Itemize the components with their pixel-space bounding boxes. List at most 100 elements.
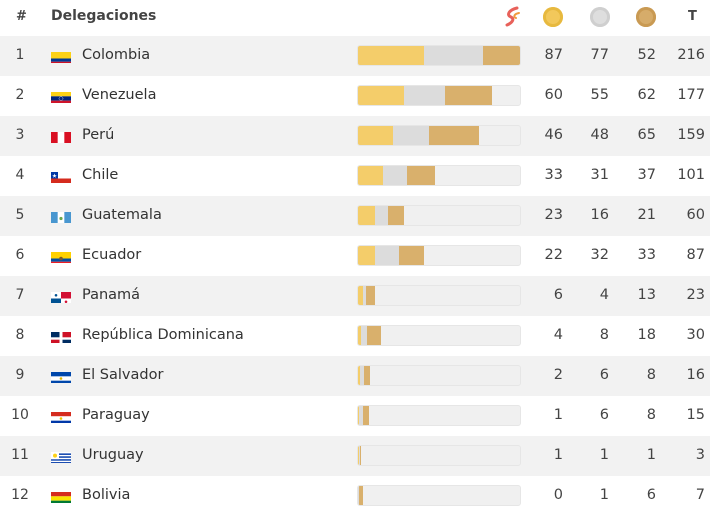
gold-segment xyxy=(358,286,363,305)
silver-count: 32 xyxy=(590,247,609,263)
rank-cell: 11 xyxy=(11,447,29,463)
silver-medal-icon[interactable] xyxy=(590,7,610,27)
bronze-segment xyxy=(359,446,361,465)
total-count: 3 xyxy=(695,447,705,463)
medal-bar xyxy=(357,285,521,306)
medal-bar xyxy=(357,85,521,106)
country-name[interactable]: El Salvador xyxy=(82,367,164,383)
bronze-medal-icon[interactable] xyxy=(636,7,656,27)
country-name[interactable]: Bolivia xyxy=(82,487,131,503)
total-count: 30 xyxy=(686,327,705,343)
gold-segment xyxy=(358,326,362,345)
country-name[interactable]: Colombia xyxy=(82,47,151,63)
silver-segment xyxy=(383,166,407,185)
gold-count: 23 xyxy=(544,207,563,223)
bronze-segment xyxy=(363,406,370,425)
rank-cell: 7 xyxy=(15,287,25,303)
ecuador-flag-icon xyxy=(51,250,71,263)
bronze-count: 8 xyxy=(646,367,656,383)
silver-segment xyxy=(359,366,365,385)
table-row[interactable]: 9 El Salvador 2 6 8 16 xyxy=(0,356,710,396)
bronze-count: 13 xyxy=(637,287,656,303)
bronze-segment xyxy=(358,486,364,505)
bronze-count: 65 xyxy=(637,127,656,143)
silver-count: 6 xyxy=(599,367,609,383)
country-name[interactable]: Venezuela xyxy=(82,87,157,103)
total-count: 216 xyxy=(677,47,705,63)
gold-segment xyxy=(358,446,359,465)
medal-bar xyxy=(357,365,521,386)
colombia-flag-icon xyxy=(51,50,71,63)
total-count: 177 xyxy=(677,87,705,103)
silver-count: 55 xyxy=(590,87,609,103)
bronze-segment xyxy=(399,246,425,265)
bronze-segment xyxy=(387,206,404,225)
table-row[interactable]: 6 Ecuador 22 32 33 87 xyxy=(0,236,710,276)
silver-count: 16 xyxy=(590,207,609,223)
table-row[interactable]: 3 Perú 46 48 65 159 xyxy=(0,116,710,156)
peru-flag-icon xyxy=(51,130,71,143)
silver-count: 77 xyxy=(590,47,609,63)
bronze-segment xyxy=(364,366,371,385)
gold-segment xyxy=(358,246,375,265)
panama-flag-icon xyxy=(51,290,71,303)
silver-segment xyxy=(424,46,483,65)
rank-cell: 1 xyxy=(15,47,25,63)
bronze-count: 52 xyxy=(637,47,656,63)
silver-segment xyxy=(374,246,399,265)
table-row[interactable]: 8 República Dominicana 4 8 18 30 xyxy=(0,316,710,356)
country-name[interactable]: Chile xyxy=(82,167,119,183)
silver-count: 1 xyxy=(599,487,609,503)
total-count: 7 xyxy=(695,487,705,503)
rank-cell: 5 xyxy=(15,207,25,223)
bronze-segment xyxy=(482,46,520,65)
silver-count: 31 xyxy=(590,167,609,183)
silver-count: 8 xyxy=(599,327,609,343)
table-row[interactable]: 11 Uruguay 1 1 1 3 xyxy=(0,436,710,476)
bronze-segment xyxy=(429,126,479,145)
medal-bar xyxy=(357,445,521,466)
gold-count: 1 xyxy=(553,407,563,423)
table-row[interactable]: 7 Panamá 6 4 13 23 xyxy=(0,276,710,316)
country-name[interactable]: Guatemala xyxy=(82,207,162,223)
country-name[interactable]: República Dominicana xyxy=(82,327,244,343)
total-count: 159 xyxy=(677,127,705,143)
bronze-count: 33 xyxy=(637,247,656,263)
gold-segment xyxy=(358,206,376,225)
rank-cell: 8 xyxy=(15,327,25,343)
delegations-column-header[interactable]: Delegaciones xyxy=(51,8,157,24)
gold-count: 1 xyxy=(553,447,563,463)
rank-cell: 3 xyxy=(15,127,25,143)
gold-medal-icon[interactable] xyxy=(543,7,563,27)
gold-count: 6 xyxy=(553,287,563,303)
rank-cell: 6 xyxy=(15,247,25,263)
bronze-count: 62 xyxy=(637,87,656,103)
rank-cell: 9 xyxy=(15,367,25,383)
country-name[interactable]: Ecuador xyxy=(82,247,142,263)
silver-count: 1 xyxy=(599,447,609,463)
gold-count: 87 xyxy=(544,47,563,63)
bronze-segment xyxy=(445,86,493,105)
country-name[interactable]: Uruguay xyxy=(82,447,144,463)
table-row[interactable]: 4 Chile 33 31 37 101 xyxy=(0,156,710,196)
table-row[interactable]: 12 Bolivia 0 1 6 7 xyxy=(0,476,710,516)
total-column-header[interactable]: T xyxy=(688,9,697,24)
table-row[interactable]: 2 Venezuela 60 55 62 177 xyxy=(0,76,710,116)
table-row[interactable]: 10 Paraguay 1 6 8 15 xyxy=(0,396,710,436)
table-header: # Delegaciones T xyxy=(0,0,710,36)
medal-bar xyxy=(357,125,521,146)
table-row[interactable]: 5 Guatemala 23 16 21 60 xyxy=(0,196,710,236)
bronze-segment xyxy=(365,286,376,305)
bronze-count: 8 xyxy=(646,407,656,423)
bronze-count: 37 xyxy=(637,167,656,183)
rank-column-header[interactable]: # xyxy=(16,9,27,24)
silver-segment xyxy=(403,86,446,105)
country-name[interactable]: Paraguay xyxy=(82,407,150,423)
table-row[interactable]: 1 Colombia 87 77 52 216 xyxy=(0,36,710,76)
country-name[interactable]: Panamá xyxy=(82,287,141,303)
bronze-count: 18 xyxy=(637,327,656,343)
country-name[interactable]: Perú xyxy=(82,127,115,143)
gold-count: 0 xyxy=(553,487,563,503)
gold-segment xyxy=(358,86,404,105)
bronze-count: 1 xyxy=(646,447,656,463)
